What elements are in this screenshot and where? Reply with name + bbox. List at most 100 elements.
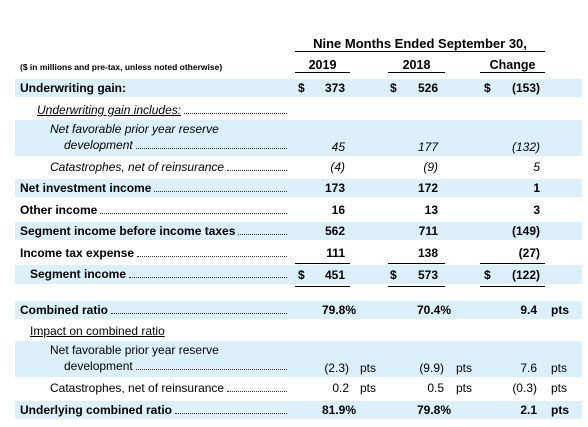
label-line: Catastrophes, net of reinsurance — [50, 380, 287, 396]
label-text: Net favorable prior year reserve — [50, 343, 219, 357]
label-line: Other income — [20, 202, 287, 218]
cell-value: $ — [390, 268, 397, 282]
cell-value: 70.4% — [416, 303, 451, 317]
table-row: Catastrophes, net of reinsurance 0.2 pts 0.… — [15, 379, 582, 397]
table-row: Other income 16 13 3 — [15, 201, 582, 219]
cell-value: $ — [484, 268, 491, 282]
cell-value: 5 — [533, 160, 540, 174]
row-label: Segment income before income taxes — [20, 223, 287, 239]
table-row: Combined ratio 79.8% 70.4% 9.4 pts — [15, 301, 582, 319]
table-row: Net favorable prior year reserve developm… — [15, 341, 582, 377]
label-line: Impact on combined ratio — [30, 323, 287, 339]
rule — [480, 263, 545, 264]
cell-value: pts — [551, 403, 569, 417]
cell-value: $ — [390, 81, 397, 95]
row-label: Impact on combined ratio — [30, 323, 287, 339]
cell-value: pts — [551, 361, 568, 375]
table-row: Underwriting gain includes: — [15, 101, 582, 119]
table-row: Underwriting gain: $373 $526 $ (153) — [15, 79, 582, 97]
cell-value: $ — [484, 81, 491, 95]
cell-value: 0.5 — [427, 381, 444, 395]
label-text: Underwriting gain includes: — [37, 103, 182, 117]
label-text: Underwriting gain: — [20, 81, 126, 95]
cell-value: 172 — [417, 181, 438, 195]
label-text: Net favorable prior year reserve — [50, 122, 219, 136]
table-row: Segment income $451 $573 $ (122) — [15, 265, 582, 284]
leader — [135, 369, 287, 370]
label-text: development — [64, 138, 133, 152]
label-text: Income tax expense — [20, 246, 135, 260]
cell-value: 3 — [533, 203, 540, 217]
label-text: Other income — [20, 203, 98, 217]
cell-value: (2.3) — [324, 361, 349, 375]
table-row: Underlying combined ratio 81.9% 79.8% 2.1 pt… — [15, 401, 582, 419]
leader — [238, 234, 287, 235]
cell-value: 138 — [417, 246, 438, 260]
row-label: Segment income — [30, 266, 287, 282]
leader — [184, 113, 287, 114]
cell-value: 81.9% — [321, 403, 356, 417]
label-text: Combined ratio — [20, 303, 109, 317]
label-line: Net favorable prior year reserve — [50, 121, 287, 137]
label-text: Catastrophes, net of reinsurance — [50, 160, 225, 174]
label-text: Catastrophes, net of reinsurance — [50, 381, 225, 395]
cell-value: 2.1 — [520, 403, 537, 417]
cell-value: pts — [551, 381, 568, 395]
units-note: ($ in millions and pre-tax, unless noted… — [20, 62, 223, 72]
label-line: Underlying combined ratio — [20, 402, 287, 418]
rule — [388, 263, 445, 264]
table-row: Net favorable prior year reserve developm… — [15, 120, 582, 156]
cell-value: 0.2 — [332, 381, 349, 395]
cell-value: 7.6 — [520, 361, 537, 375]
label-line: development — [50, 358, 287, 374]
cell-value: pts — [456, 361, 473, 375]
row-label: Underwriting gain: — [20, 80, 287, 96]
label-line: Combined ratio — [20, 302, 287, 318]
cell-value: 79.8% — [321, 303, 356, 317]
row-label: Combined ratio — [20, 302, 287, 318]
cell-value: pts — [551, 303, 569, 317]
row-label: Net favorable prior year reserve developm… — [50, 121, 287, 153]
label-line: Catastrophes, net of reinsurance — [50, 159, 287, 175]
cell-value: (4) — [330, 160, 345, 174]
cell-value: (0.3) — [512, 381, 537, 395]
cell-value: 526 — [417, 81, 438, 95]
table-row: Impact on combined ratio — [15, 322, 582, 340]
cell-value: 373 — [324, 81, 345, 95]
leader — [135, 148, 287, 149]
leader — [137, 256, 287, 257]
leader — [227, 170, 287, 171]
cell-value: 173 — [324, 181, 345, 195]
cell-value: (132) — [511, 140, 540, 154]
row-label: Other income — [20, 202, 287, 218]
label-text: Segment income — [30, 267, 127, 281]
column-header: Change — [480, 58, 545, 73]
cell-value: (122) — [511, 268, 540, 282]
label-text: Impact on combined ratio — [30, 324, 165, 338]
column-header: 2018 — [388, 58, 445, 73]
cell-value: pts — [360, 361, 377, 375]
row-label: Income tax expense — [20, 245, 287, 261]
row-label: Underlying combined ratio — [20, 402, 287, 418]
period-header: Nine Months Ended September 30, — [295, 36, 545, 52]
label-text: Underlying combined ratio — [20, 403, 173, 417]
cell-value: 79.8% — [416, 403, 451, 417]
cell-value: (9.9) — [419, 361, 444, 375]
row-label: Net favorable prior year reserve developm… — [50, 342, 287, 374]
cell-value: pts — [456, 381, 473, 395]
cell-value: (9) — [423, 160, 438, 174]
leader — [111, 313, 287, 314]
cell-value: 177 — [417, 140, 438, 154]
cell-value: 111 — [326, 246, 345, 260]
leader — [227, 391, 287, 392]
label-text: development — [64, 359, 133, 373]
cell-value: (149) — [511, 224, 540, 238]
label-line: Income tax expense — [20, 245, 287, 261]
leader — [129, 277, 287, 278]
label-line: Net investment income — [20, 180, 287, 196]
table-row: Net investment income 173 172 1 — [15, 179, 582, 197]
row-label: Catastrophes, net of reinsurance — [50, 380, 287, 396]
cell-value: 573 — [417, 268, 438, 282]
table-row: Segment income before income taxes 562 711… — [15, 222, 582, 240]
